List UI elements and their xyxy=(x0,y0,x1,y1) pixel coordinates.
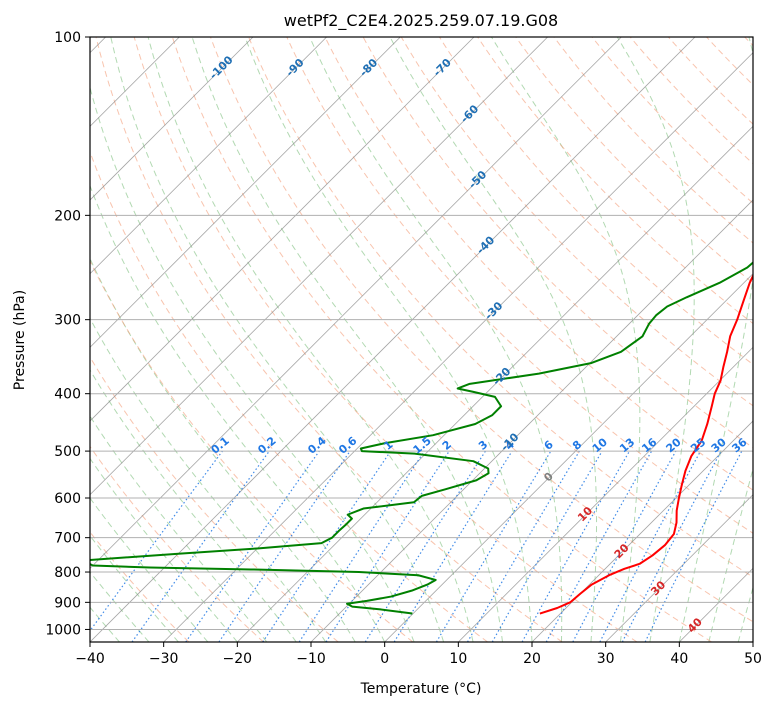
mixing-ratio-line xyxy=(393,450,513,642)
moist-adiabat-line xyxy=(90,534,179,642)
moist-adiabat-line xyxy=(389,37,598,642)
x-tick-label: 30 xyxy=(597,651,615,667)
mixing-ratio-line xyxy=(90,450,223,632)
x-tick-label: −30 xyxy=(149,651,179,667)
mixing-ratio-line xyxy=(435,450,552,642)
isotherm-line xyxy=(90,37,254,201)
y-tick-label: 900 xyxy=(54,595,81,611)
plot-background xyxy=(90,37,753,642)
dry-adiabat-line xyxy=(591,37,753,204)
y-tick-label: 700 xyxy=(54,531,81,547)
x-tick-label: −10 xyxy=(296,651,326,667)
dry-adiabat-line xyxy=(90,445,264,642)
isotherm-line xyxy=(163,52,753,642)
y-tick-label: 200 xyxy=(54,208,81,224)
moist-adiabat-line xyxy=(147,37,474,642)
moist-adiabat-line xyxy=(110,37,445,642)
y-tick-label: 500 xyxy=(54,444,81,460)
moist-adiabat-line xyxy=(244,37,533,642)
x-tick-label: 20 xyxy=(523,651,541,667)
mixing-ratio-line xyxy=(131,450,270,642)
dry-adiabat-line xyxy=(133,37,638,642)
isotherm-line xyxy=(90,37,327,275)
moist-adiabat-line xyxy=(191,37,504,642)
y-tick-label: 300 xyxy=(54,313,81,329)
moist-adiabat-line xyxy=(737,585,753,642)
moist-adiabat-line xyxy=(90,317,327,642)
moist-adiabat-line xyxy=(90,497,209,642)
moist-adiabat-line xyxy=(491,37,641,642)
plot-frame xyxy=(89,36,754,643)
moist-adiabat-line xyxy=(90,257,356,642)
mixing-ratio-line xyxy=(466,450,580,642)
mixing-ratio-line xyxy=(521,450,631,642)
dry-adiabat-line xyxy=(400,37,753,407)
dry-adiabat-line xyxy=(95,37,563,642)
dry-adiabat-line xyxy=(324,37,753,491)
dry-adiabat-line xyxy=(90,259,414,642)
mixing-ratio-line xyxy=(491,450,603,642)
x-tick-label: 50 xyxy=(744,651,762,667)
y-tick-label: 800 xyxy=(54,565,81,581)
isotherm-line xyxy=(90,37,622,569)
mixing-ratio-line xyxy=(572,450,677,642)
mixing-ratio-line xyxy=(185,450,320,642)
y-tick-label: 100 xyxy=(54,30,81,46)
mixing-ratio-line xyxy=(325,450,450,642)
moist-adiabat-line xyxy=(309,37,563,642)
dry-adiabat-line xyxy=(210,37,753,623)
isotherm-line xyxy=(605,494,753,642)
isotherm-line xyxy=(90,37,548,496)
y-tick-label: 400 xyxy=(54,387,81,403)
isotherm-line xyxy=(310,199,753,642)
isotherm-line xyxy=(90,37,475,422)
y-tick-label: 600 xyxy=(54,491,81,507)
isotherm-line xyxy=(90,37,696,642)
x-tick-label: 40 xyxy=(670,651,688,667)
isotherm-line xyxy=(237,125,753,642)
x-tick-label: −20 xyxy=(223,651,253,667)
x-tick-label: −40 xyxy=(75,651,105,667)
moist-adiabat-line xyxy=(90,415,268,642)
isotherm-line xyxy=(384,273,753,642)
mixing-ratio-line xyxy=(545,450,653,642)
dry-adiabat-line xyxy=(248,37,753,578)
y-axis-label: Pressure (hPa) xyxy=(12,290,28,390)
isotherm-line xyxy=(458,346,753,642)
moist-adiabat-line xyxy=(708,467,753,642)
dry-adiabat-line xyxy=(515,37,753,284)
moist-adiabat-line xyxy=(90,457,238,642)
moist-adiabat-line xyxy=(90,184,386,642)
dewpoint-profile-line xyxy=(90,261,753,615)
x-axis-label: Temperature (°C) xyxy=(360,681,482,697)
y-tick-label: 1000 xyxy=(45,622,81,638)
isotherm-line xyxy=(531,420,753,642)
isotherm-line xyxy=(90,37,401,348)
moist-adiabat-line xyxy=(616,37,695,642)
dry-adiabat-line xyxy=(629,37,753,165)
x-tick-label: 10 xyxy=(449,651,467,667)
x-tick-label: 0 xyxy=(380,651,389,667)
mixing-ratio-line xyxy=(218,450,351,642)
moist-adiabat-line xyxy=(678,37,753,642)
dry-adiabat-line xyxy=(477,37,753,325)
isotherm-line xyxy=(752,641,753,642)
chart-title: wetPf2_C2E4.2025.259.07.19.G08 xyxy=(284,11,558,31)
temperature-profile-line xyxy=(539,273,753,615)
dry-adiabat-line xyxy=(171,37,712,642)
moist-adiabat-line xyxy=(90,369,297,642)
